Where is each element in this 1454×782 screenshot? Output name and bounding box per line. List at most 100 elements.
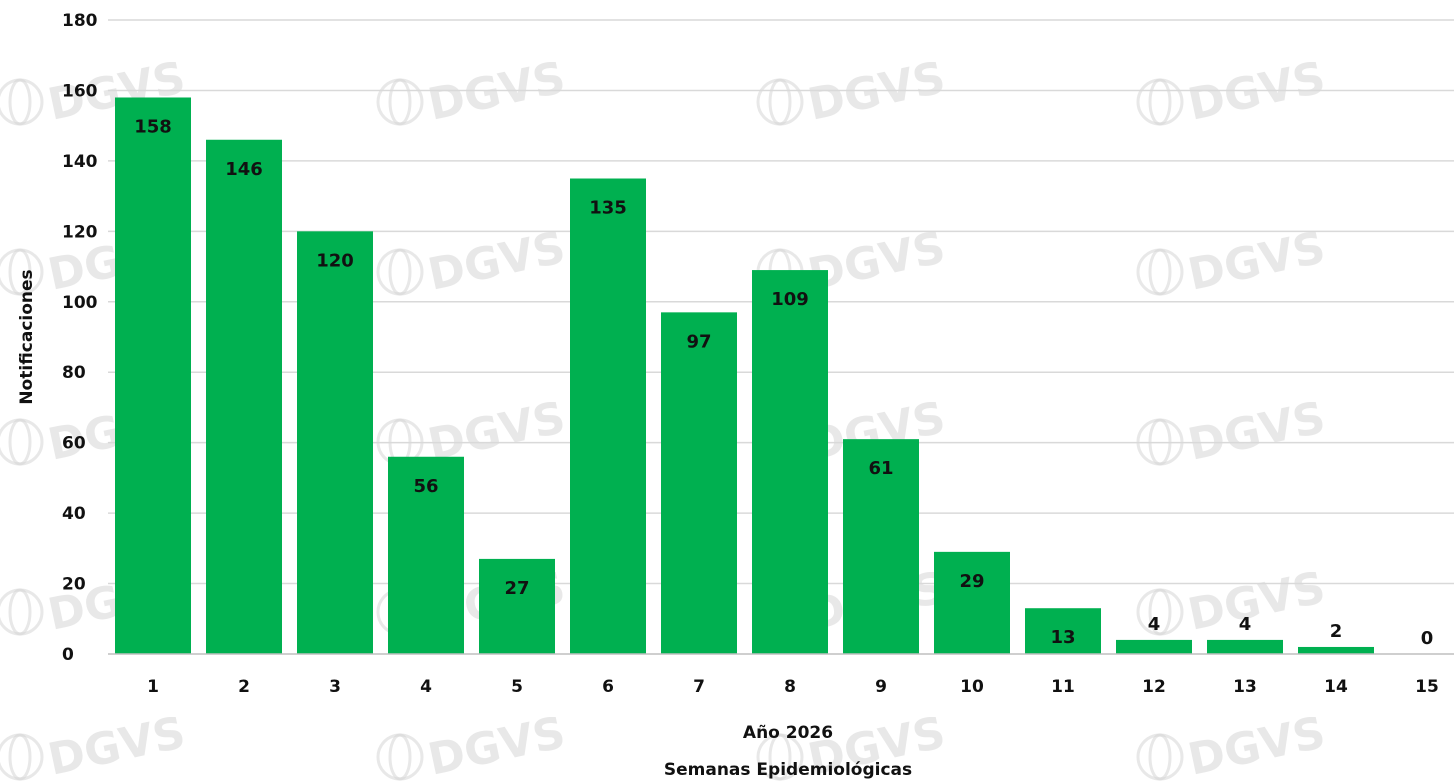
y-tick-label: 120 [62, 222, 98, 242]
bar [206, 139, 282, 654]
watermark: DGVS [376, 707, 570, 782]
y-axis-title: Notificaciones [17, 269, 37, 404]
globe-icon-meridian [388, 733, 412, 781]
globe-icon-meridian [1148, 588, 1172, 636]
data-label: 13 [1050, 627, 1075, 648]
watermark-text: DGVS [1184, 562, 1330, 641]
data-label: 109 [771, 289, 809, 310]
data-label: 29 [959, 571, 984, 592]
x-tick-label: 1 [147, 677, 159, 697]
x-tick-label: 14 [1324, 677, 1348, 697]
y-tick-label: 140 [62, 152, 98, 172]
bar [1298, 646, 1374, 654]
globe-icon [376, 248, 424, 296]
y-tick-label: 60 [62, 434, 86, 454]
x-tick-label: 13 [1233, 677, 1257, 697]
x-axis-title-year: Año 2026 [743, 723, 833, 743]
bar [479, 558, 555, 654]
watermark-text: DGVS [1184, 392, 1330, 471]
x-tick-label: 10 [960, 677, 984, 697]
watermark-text: DGVS [1184, 222, 1330, 301]
data-label: 4 [1239, 614, 1252, 635]
bar [661, 312, 737, 654]
watermark-text: DGVS [1184, 707, 1330, 782]
watermark: DGVS [376, 222, 570, 301]
watermark-text: DGVS [1184, 52, 1330, 131]
globe-icon-meridian [8, 418, 32, 466]
watermark-text: DGVS [804, 52, 950, 131]
bar [297, 231, 373, 655]
globe-icon [1136, 248, 1184, 296]
globe-icon-meridian [1148, 733, 1172, 781]
x-tick-label: 5 [511, 677, 523, 697]
watermark: DGVS [1136, 562, 1330, 641]
bar [1207, 639, 1283, 654]
globe-icon-meridian [8, 733, 32, 781]
globe-icon [756, 78, 804, 126]
x-tick-label: 11 [1051, 677, 1075, 697]
x-tick-label: 6 [602, 677, 614, 697]
data-label: 4 [1148, 614, 1161, 635]
x-tick-label: 9 [875, 677, 887, 697]
watermark: DGVS [0, 707, 190, 782]
globe-icon [0, 78, 44, 126]
bar [388, 456, 464, 654]
y-tick-label: 0 [62, 645, 74, 665]
globe-icon-meridian [1148, 248, 1172, 296]
data-label: 27 [504, 578, 529, 599]
globe-icon-meridian [768, 78, 792, 126]
data-label: 97 [686, 331, 711, 352]
y-tick-label: 40 [62, 504, 86, 524]
data-label: 61 [868, 458, 893, 479]
x-tick-label: 7 [693, 677, 705, 697]
y-tick-label: 160 [62, 81, 98, 101]
watermark-text: DGVS [424, 707, 570, 782]
globe-icon [376, 78, 424, 126]
bars [115, 97, 1374, 655]
x-axis-ticks: 1 2 3 4 5 6 7 8 9 10 11 12 13 14 15 [147, 677, 1439, 697]
globe-icon-meridian [768, 733, 792, 781]
x-tick-label: 2 [238, 677, 250, 697]
watermark-text: DGVS [424, 52, 570, 131]
y-tick-label: 80 [62, 363, 86, 383]
watermark: DGVS [376, 52, 570, 131]
globe-icon [0, 418, 44, 466]
data-label: 56 [413, 476, 438, 497]
x-tick-label: 8 [784, 677, 796, 697]
bar [752, 270, 828, 654]
x-tick-label: 12 [1142, 677, 1166, 697]
watermark: DGVS [1136, 707, 1330, 782]
bar [570, 178, 646, 654]
watermark: DGVS [1136, 222, 1330, 301]
data-labels: 158 146 120 56 27 135 97 109 61 29 13 4 4 2 0 [134, 116, 1433, 649]
x-tick-label: 3 [329, 677, 341, 697]
globe-icon [1136, 733, 1184, 781]
watermark: DGVS [756, 52, 950, 131]
globe-icon [376, 733, 424, 781]
globe-icon-meridian [388, 78, 412, 126]
watermark: DGVS [1136, 52, 1330, 131]
bar [843, 439, 919, 654]
watermark-text: DGVS [424, 222, 570, 301]
globe-icon-meridian [388, 248, 412, 296]
bar [1116, 639, 1192, 654]
globe-icon-meridian [1148, 78, 1172, 126]
y-tick-label: 100 [62, 293, 98, 313]
data-label: 0 [1421, 628, 1434, 649]
globe-icon-meridian [8, 78, 32, 126]
globe-icon [1136, 78, 1184, 126]
data-label: 120 [316, 250, 354, 271]
globe-icon-meridian [8, 588, 32, 636]
watermark: DGVS [1136, 392, 1330, 471]
globe-icon-meridian [8, 248, 32, 296]
bar [1025, 608, 1101, 654]
data-label: 146 [225, 159, 263, 180]
bar [934, 551, 1010, 654]
data-label: 135 [589, 198, 627, 219]
data-label: 158 [134, 116, 172, 137]
y-tick-label: 20 [62, 575, 86, 595]
y-tick-label: 180 [62, 11, 98, 31]
globe-icon [0, 588, 44, 636]
x-axis-title: Semanas Epidemiológicas [664, 760, 912, 780]
